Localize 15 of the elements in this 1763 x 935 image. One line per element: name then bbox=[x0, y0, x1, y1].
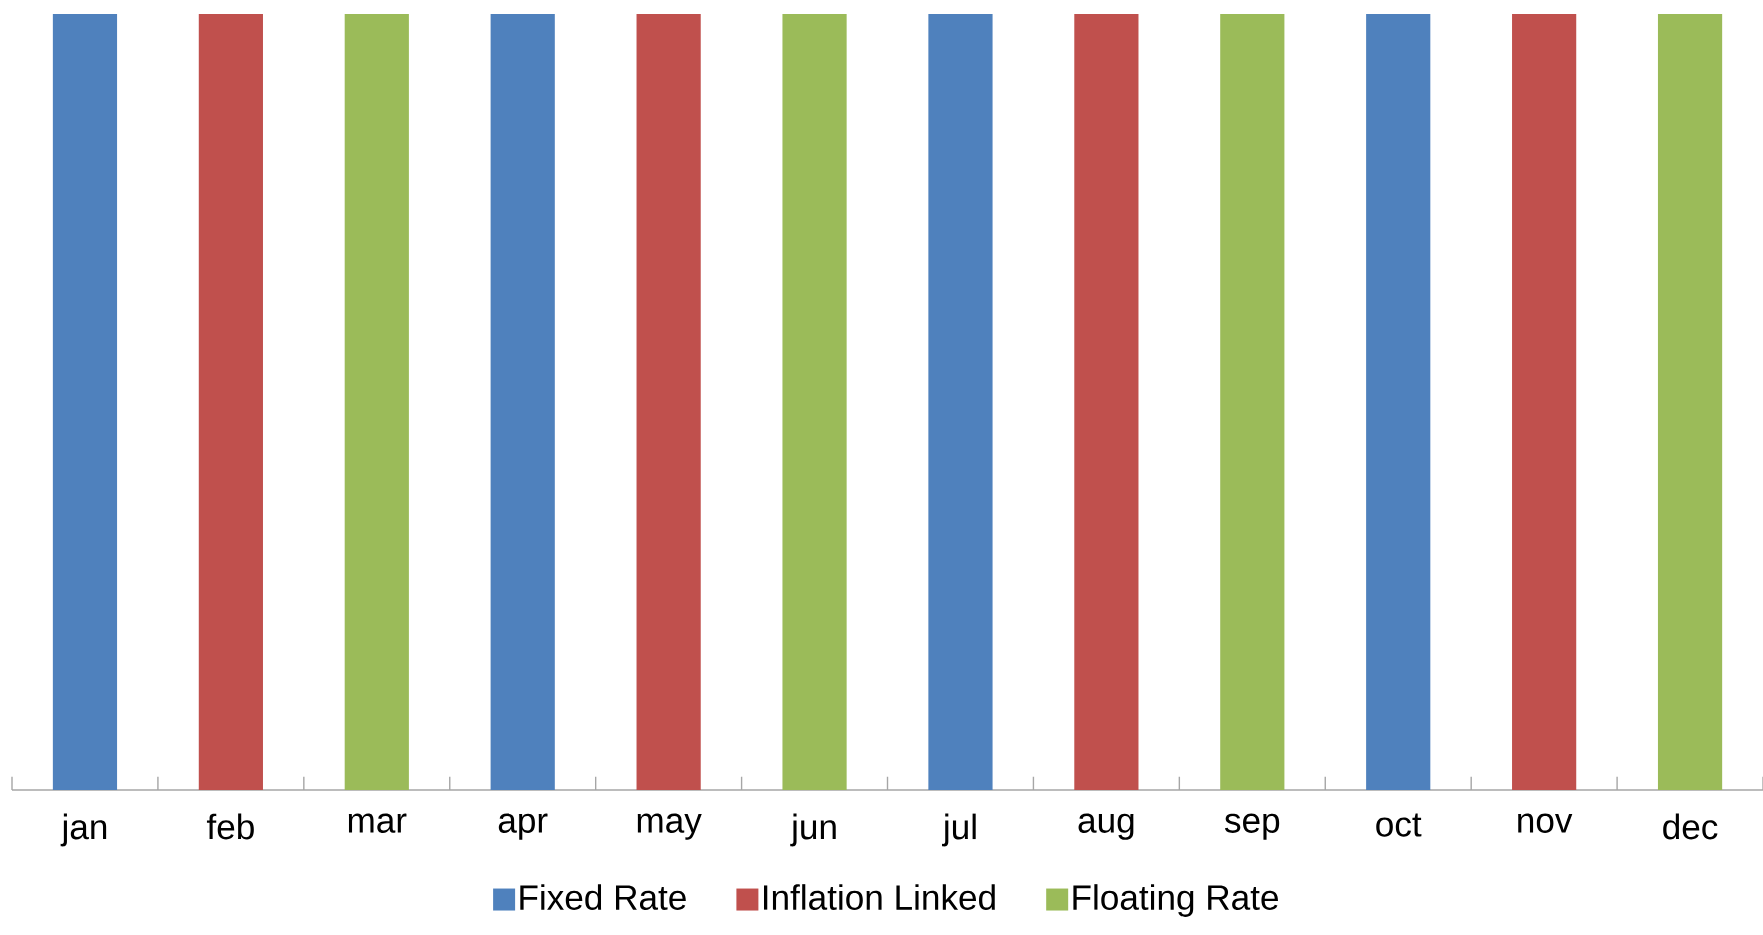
x-tick-label: jun bbox=[790, 813, 836, 847]
legend-label: Inflation Linked bbox=[764, 884, 995, 910]
x-tick-label: jul bbox=[942, 813, 976, 847]
x-tick-label: may bbox=[637, 813, 702, 840]
x-tick-label: mar bbox=[348, 813, 407, 833]
x-tick-label: aug bbox=[1078, 813, 1134, 840]
x-tick-label: nov bbox=[1518, 813, 1573, 833]
x-tick-label: apr bbox=[498, 813, 548, 840]
legend-label: Floating Rate bbox=[1073, 884, 1278, 917]
x-tick-label: jan bbox=[60, 813, 107, 847]
legend-label: Fixed Rate bbox=[520, 884, 686, 910]
x-tick-label: sep bbox=[1224, 813, 1280, 840]
x-tick-label: dec bbox=[1663, 813, 1718, 840]
x-tick-label: feb bbox=[206, 813, 254, 840]
x-tick-label: oct bbox=[1376, 813, 1422, 837]
